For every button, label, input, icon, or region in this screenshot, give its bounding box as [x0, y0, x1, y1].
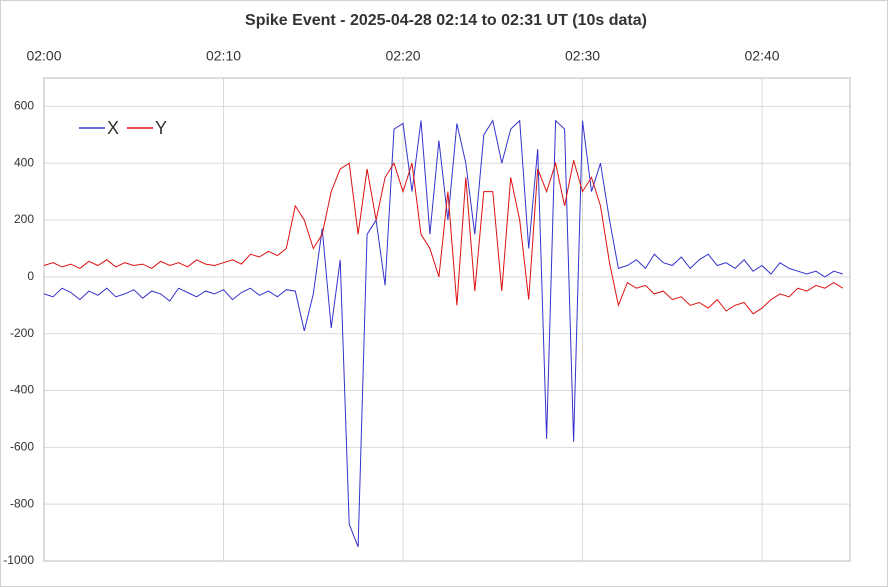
y-tick-label: -600	[10, 440, 34, 454]
line-series	[43, 160, 844, 315]
legend-label: Y	[155, 118, 167, 138]
y-tick-label: -800	[10, 496, 34, 510]
y-tick-label: 200	[14, 212, 34, 226]
chart-title: Spike Event - 2025-04-28 02:14 to 02:31 …	[245, 12, 647, 29]
y-tick-label: 400	[14, 155, 34, 169]
x-tick-label: 02:10	[206, 48, 241, 64]
y-tick-label: 600	[14, 99, 34, 113]
line-series	[43, 119, 843, 547]
y-tick-label: 0	[27, 269, 34, 283]
y-tick-label: -200	[10, 326, 34, 340]
x-tick-label: 02:20	[385, 48, 420, 64]
y-tick-label: -1000	[3, 553, 34, 567]
legend-label: X	[107, 118, 119, 138]
plot-border	[43, 77, 851, 562]
x-tick-label: 02:30	[565, 48, 600, 64]
x-tick-label: 02:00	[26, 48, 61, 64]
x-tick-label: 02:40	[745, 48, 780, 64]
y-tick-label: -400	[10, 383, 34, 397]
